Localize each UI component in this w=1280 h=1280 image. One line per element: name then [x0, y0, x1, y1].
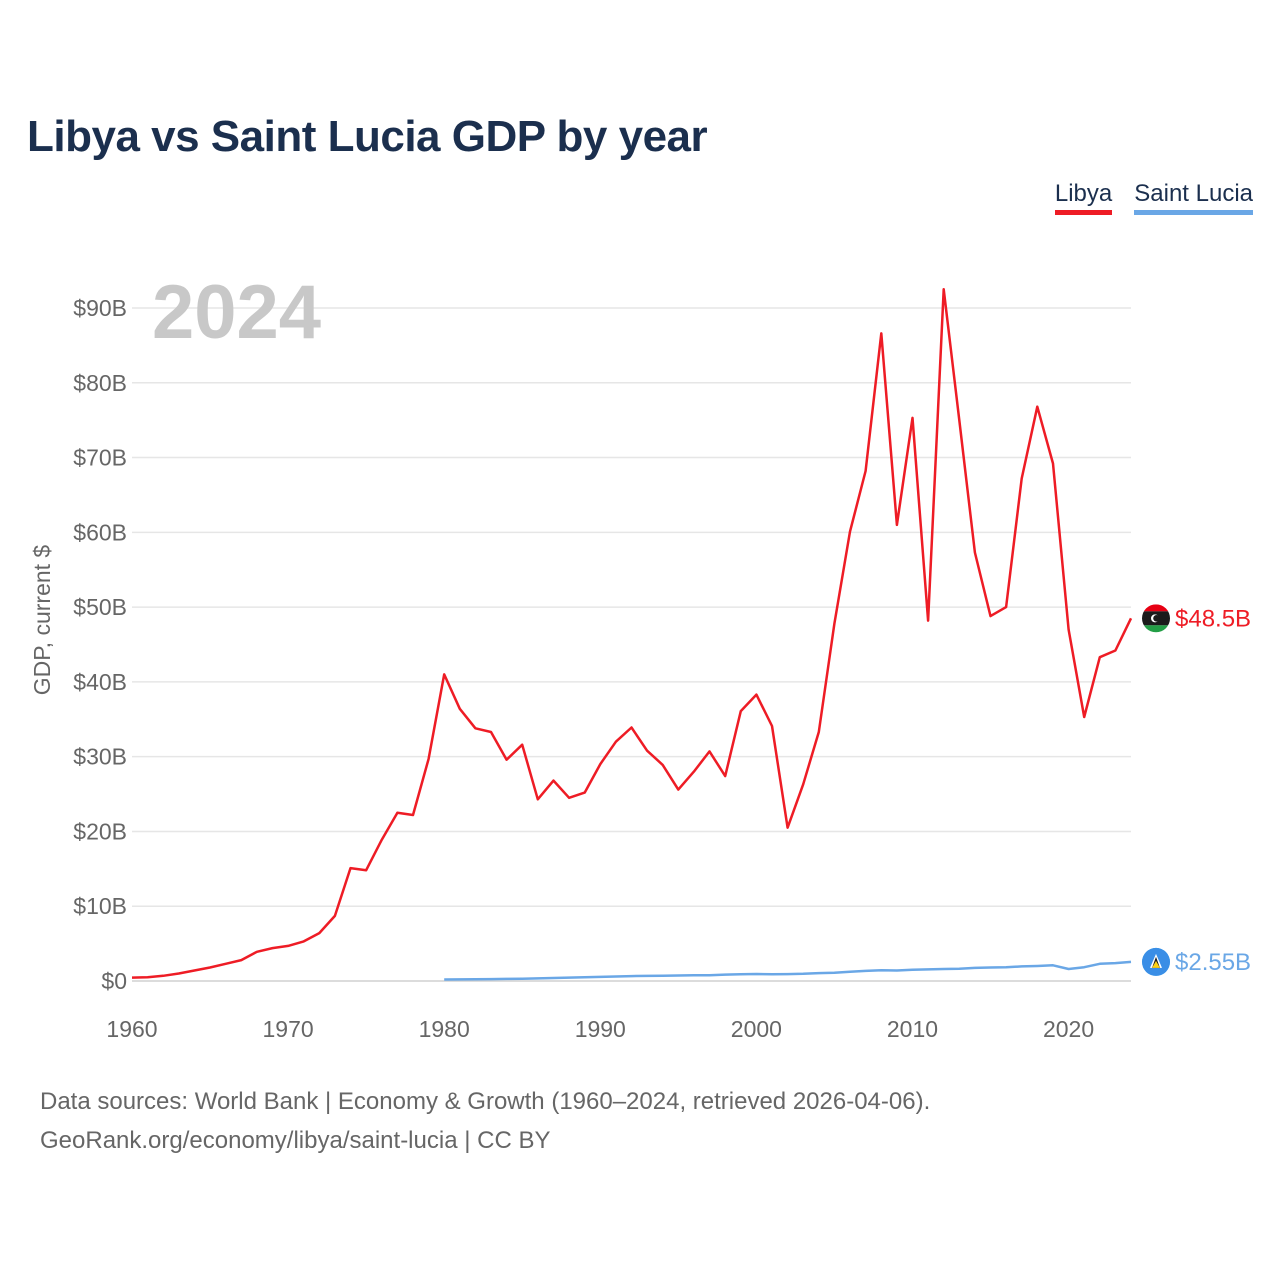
y-axis-label: GDP, current $ — [29, 545, 55, 696]
x-tick-label-1960: 1960 — [106, 1016, 157, 1042]
chart-title: Libya vs Saint Lucia GDP by year — [27, 112, 708, 161]
x-tick-label-1980: 1980 — [419, 1016, 470, 1042]
x-tick-label-2020: 2020 — [1043, 1016, 1094, 1042]
y-tick-label-70: $70B — [73, 445, 127, 471]
saint-lucia-flag-icon — [1142, 947, 1170, 976]
y-tick-label-0: $0 — [101, 968, 127, 994]
y-tick-label-60: $60B — [73, 519, 127, 545]
series-line-libya — [131, 288, 1133, 979]
legend: Libya Saint Lucia — [1054, 180, 1253, 215]
y-tick-label-30: $30B — [73, 744, 127, 770]
legend-item-libya[interactable]: Libya — [1054, 180, 1113, 215]
libya-flag-icon — [1142, 604, 1170, 633]
year-label: 2024 — [152, 270, 321, 355]
source-note: Data sources: World Bank | Economy & Gro… — [40, 1082, 930, 1160]
x-tick-label-1990: 1990 — [575, 1016, 626, 1042]
y-tick-label-50: $50B — [73, 594, 127, 620]
source-line-1: Data sources: World Bank | Economy & Gro… — [40, 1088, 931, 1115]
end-label-libya: $48.5B — [1175, 605, 1251, 632]
gdp-line-chart: $0 $10B $20B $30B $40B $50B $60B $70B $80B $90B 19… — [29, 270, 1251, 1042]
x-tick-label-1970: 1970 — [263, 1016, 314, 1042]
end-label-saint-lucia: $2.55B — [1175, 949, 1251, 976]
source-line-2: GeoRank.org/economy/libya/saint-lucia | … — [40, 1127, 551, 1154]
y-tick-label-80: $80B — [73, 370, 127, 396]
y-tick-label-40: $40B — [73, 669, 127, 695]
x-tick-label-2010: 2010 — [887, 1016, 938, 1042]
y-tick-label-20: $20B — [73, 818, 127, 844]
y-tick-label-90: $90B — [73, 295, 127, 321]
series-line-saint-lucia — [444, 960, 1132, 981]
legend-item-saint-lucia[interactable]: Saint Lucia — [1134, 180, 1253, 215]
y-tick-label-10: $10B — [73, 893, 127, 919]
x-tick-label-2000: 2000 — [731, 1016, 782, 1042]
